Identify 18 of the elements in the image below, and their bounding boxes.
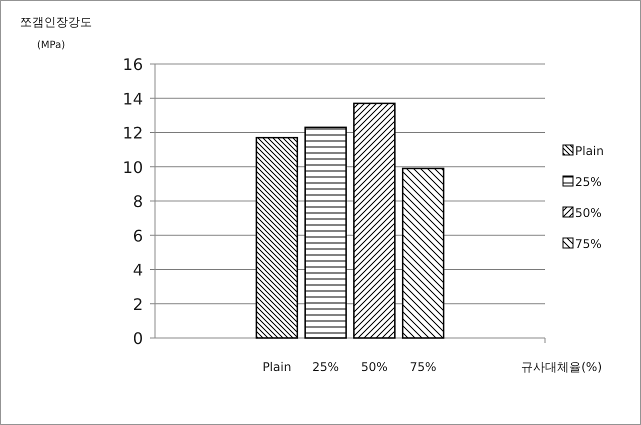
x-tick-label: 50%: [361, 360, 388, 374]
y-tick-label: 0: [132, 329, 143, 348]
y-tick-label: 14: [122, 89, 143, 108]
y-tick-label: 2: [132, 294, 143, 314]
y-tick-label: 6: [132, 226, 143, 246]
legend-label: 75%: [575, 237, 602, 251]
x-axis-title: 규사대체율(%): [521, 360, 602, 374]
legend-label: 25%: [575, 175, 602, 189]
y-tick-label: 8: [132, 192, 143, 211]
legend-label: 50%: [575, 206, 602, 220]
x-tick-label: Plain: [262, 360, 292, 374]
legend-label: Plain: [575, 144, 604, 158]
y-tick-label: 16: [122, 55, 143, 74]
y-tick-label: 4: [132, 260, 143, 280]
x-tick-label: 25%: [312, 360, 339, 374]
x-tick-label: 75%: [410, 360, 436, 374]
y-tick-label: 12: [122, 124, 143, 142]
y-tick-label: 10: [122, 158, 143, 177]
